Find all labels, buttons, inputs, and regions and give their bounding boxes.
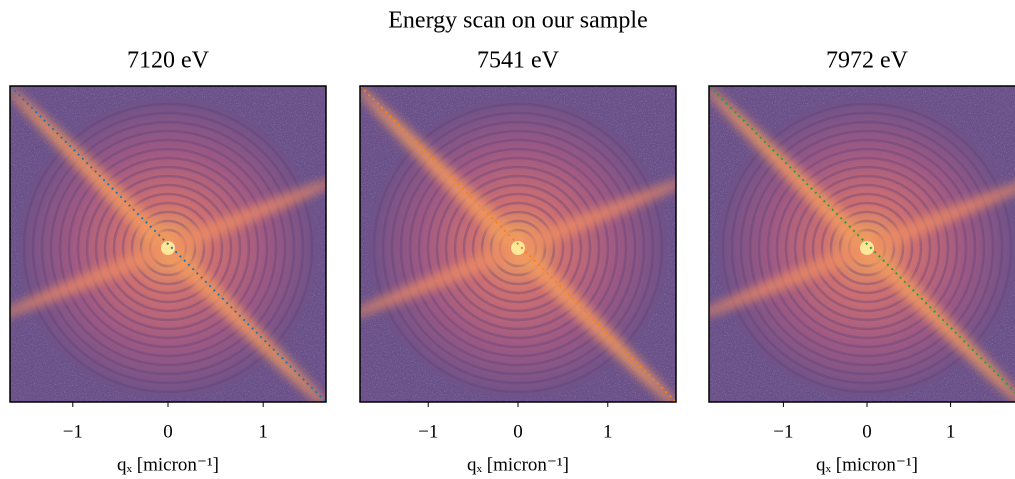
x-axis-label: qₓ [micron⁻¹] [117,454,219,475]
ring [76,156,260,340]
image [709,86,1015,402]
x-tick-label: −1 [63,421,83,442]
diagonal-line [360,86,676,402]
ring [739,120,995,376]
ring [721,102,1013,394]
ring [453,183,583,313]
ring [757,138,977,358]
ring [112,192,224,304]
image [360,86,676,402]
x-axis-label: qₓ [micron⁻¹] [467,454,569,475]
ring [372,102,664,394]
ring [31,111,305,385]
center-spot [511,241,525,255]
ring [811,192,923,304]
ring [121,201,215,295]
ring [94,174,242,322]
ring [784,165,950,331]
center-spot [161,241,175,255]
x-axis-label: qₓ [micron⁻¹] [816,454,918,475]
ring [471,201,565,295]
x-tick-label: 0 [513,421,523,442]
ring [829,210,905,286]
ring [399,129,637,367]
x-tick-label: −1 [418,421,438,442]
ring [802,183,932,313]
ring [408,138,628,358]
ring [462,192,574,304]
ring [58,138,278,358]
ring [444,174,592,322]
image [10,86,326,402]
ring [381,111,655,385]
ring [793,174,941,322]
ring [435,165,601,331]
ring [49,129,287,367]
center-spot [860,241,874,255]
ring [838,219,896,277]
ring [489,219,547,277]
ring [748,129,986,367]
x-tick-label: 0 [862,421,872,442]
ring [730,111,1004,385]
ring [40,120,296,376]
ring [103,183,233,313]
ring [390,120,646,376]
figure-title: Energy scan on our sample [388,8,648,34]
x-tick-label: 1 [946,421,956,442]
ring [85,165,251,331]
x-tick-label: −1 [773,421,793,442]
x-tick-label: 0 [163,421,173,442]
ring [775,156,959,340]
diagonal-line [10,86,326,402]
x-tick-label: 1 [603,421,613,442]
ring [426,156,610,340]
ring [820,201,914,295]
diagonal-line [709,86,1015,394]
ring [139,219,197,277]
ring [417,147,619,349]
ring [766,147,968,349]
subplot-title: 7541 eV [477,48,560,74]
x-tick-label: 1 [258,421,268,442]
ring [22,102,314,394]
subplot-title: 7120 eV [127,48,210,74]
ring [130,210,206,286]
subplot-title: 7972 eV [826,48,909,74]
ring [67,147,269,349]
ring [480,210,556,286]
